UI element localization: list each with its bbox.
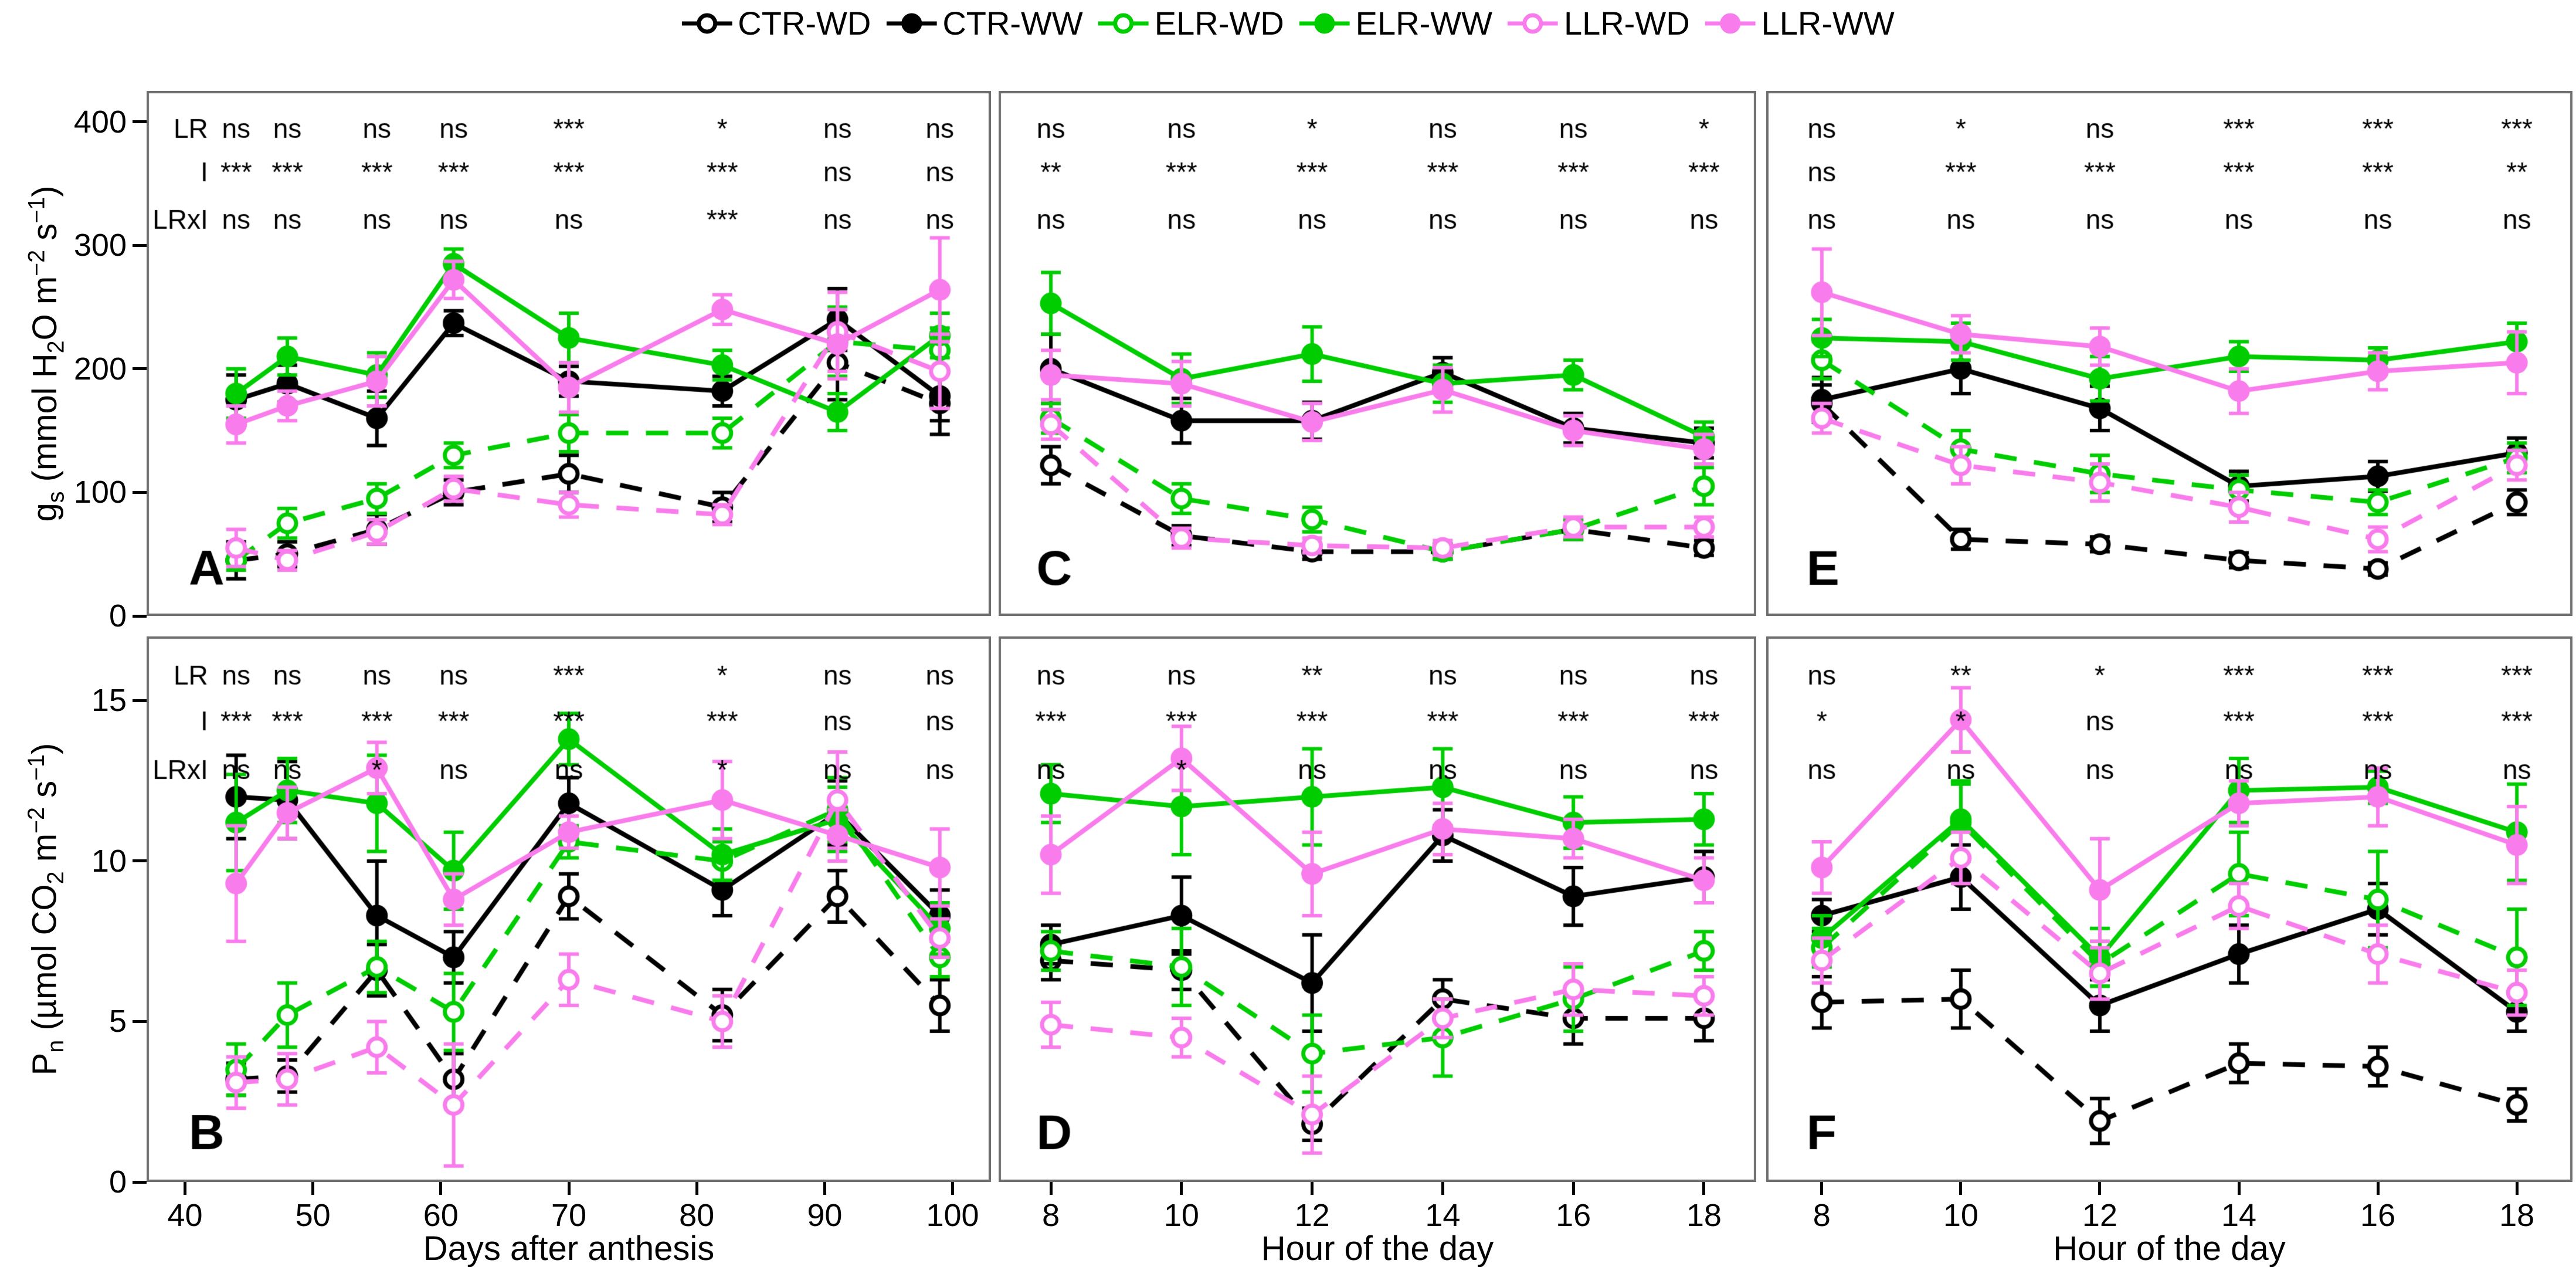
y-axis-label-pn: Pn (µmol CO2 m−2 s−1) <box>23 743 69 1076</box>
legend-item-llr-ww: LLR-WW <box>1705 7 1895 40</box>
legend-item-ctr-ww: CTR-WW <box>886 5 1083 42</box>
x-axis-tick-label: 18 <box>2499 1198 2535 1233</box>
panel-a <box>147 91 991 616</box>
panel-b <box>147 636 991 1182</box>
x-axis-tick-label: 40 <box>167 1198 203 1233</box>
x-axis-label-hour-1: Hour of the day <box>1261 1229 1494 1268</box>
y-axis-tick-label: 0 <box>108 598 127 634</box>
filled-circle-marker-icon <box>1299 13 1350 34</box>
x-axis-tick-label: 16 <box>1556 1198 1591 1233</box>
y-axis-tick-mark <box>133 699 147 702</box>
panel-b-canvas <box>147 636 991 1182</box>
y-axis-tick-label: 10 <box>91 843 127 879</box>
x-axis-tick-mark <box>951 1182 955 1195</box>
x-axis-tick-mark <box>1820 1182 1824 1195</box>
panel-d <box>999 636 1756 1182</box>
legend-label: ELR-WD <box>1154 5 1284 42</box>
filled-circle-marker-icon <box>886 13 937 34</box>
x-axis-tick-label: 8 <box>1042 1198 1060 1233</box>
x-axis-tick-label: 10 <box>1163 1198 1199 1233</box>
y-axis-tick-label: 5 <box>108 1004 127 1039</box>
filled-circle-marker-icon <box>1705 13 1756 34</box>
chart-legend: CTR-WD CTR-WW ELR-WD ELR-WW LLR-WD LLR-WW <box>681 5 1895 42</box>
y-axis-tick-mark <box>133 367 147 371</box>
y-axis-tick-label: 300 <box>73 228 127 263</box>
y-axis-tick-label: 200 <box>73 351 127 387</box>
x-axis-tick-label: 14 <box>1425 1198 1461 1233</box>
open-circle-marker-icon <box>1507 13 1558 34</box>
x-axis-tick-label: 100 <box>926 1198 979 1233</box>
x-axis-tick-mark <box>2237 1182 2241 1195</box>
x-axis-tick-label: 16 <box>2360 1198 2396 1233</box>
x-axis-tick-label: 14 <box>2221 1198 2257 1233</box>
x-axis-tick-mark <box>311 1182 315 1195</box>
y-axis-tick-label: 400 <box>73 104 127 140</box>
panel-e-canvas <box>1766 91 2572 616</box>
y-axis-tick-label: 15 <box>91 683 127 719</box>
panel-f-canvas <box>1766 636 2572 1182</box>
open-circle-marker-icon <box>681 13 732 34</box>
x-axis-tick-mark <box>2515 1182 2519 1195</box>
panel-a-canvas <box>147 91 991 616</box>
x-axis-tick-label: 80 <box>679 1198 715 1233</box>
open-circle-marker-icon <box>1098 13 1149 34</box>
x-axis-label-hour-2: Hour of the day <box>2053 1229 2286 1268</box>
x-axis-tick-mark <box>1959 1182 1963 1195</box>
panel-c-canvas <box>999 91 1756 616</box>
legend-label: LLR-WD <box>1563 5 1690 42</box>
x-axis-tick-mark <box>2376 1182 2380 1195</box>
x-axis-tick-mark <box>439 1182 443 1195</box>
x-axis-tick-mark <box>1049 1182 1053 1195</box>
y-axis-tick-mark <box>133 614 147 618</box>
panel-c <box>999 91 1756 616</box>
x-axis-tick-label: 8 <box>1813 1198 1831 1233</box>
x-axis-tick-label: 12 <box>1294 1198 1330 1233</box>
x-axis-tick-mark <box>567 1182 571 1195</box>
panel-e <box>1766 91 2572 616</box>
y-axis-tick-label: 100 <box>73 475 127 510</box>
y-axis-tick-mark <box>133 490 147 494</box>
legend-label: LLR-WW <box>1761 5 1895 42</box>
x-axis-tick-mark <box>183 1182 186 1195</box>
x-axis-tick-label: 90 <box>807 1198 843 1233</box>
x-axis-tick-label: 18 <box>1686 1198 1722 1233</box>
panel-f <box>1766 636 2572 1182</box>
panel-d-canvas <box>999 636 1756 1182</box>
y-axis-tick-mark <box>133 1019 147 1023</box>
legend-label: CTR-WD <box>738 5 871 42</box>
y-axis-tick-mark <box>133 1180 147 1184</box>
x-axis-tick-label: 10 <box>1943 1198 1978 1233</box>
x-axis-tick-mark <box>695 1182 698 1195</box>
x-axis-tick-mark <box>1180 1182 1183 1195</box>
x-axis-label-days: Days after anthesis <box>423 1229 715 1268</box>
legend-item-elr-wd: ELR-WD <box>1098 7 1284 40</box>
x-axis-tick-label: 60 <box>423 1198 459 1233</box>
x-axis-tick-mark <box>1702 1182 1706 1195</box>
y-axis-tick-mark <box>133 859 147 863</box>
legend-item-elr-ww: ELR-WW <box>1299 7 1492 40</box>
x-axis-tick-label: 12 <box>2082 1198 2117 1233</box>
y-axis-tick-label: 0 <box>108 1164 127 1200</box>
legend-label: ELR-WW <box>1355 5 1492 42</box>
x-axis-tick-mark <box>1311 1182 1314 1195</box>
legend-item-llr-wd: LLR-WD <box>1507 5 1690 42</box>
legend-label: CTR-WW <box>942 5 1083 42</box>
x-axis-tick-label: 50 <box>295 1198 331 1233</box>
legend-item-ctr-wd: CTR-WD <box>681 7 871 40</box>
x-axis-tick-label: 70 <box>551 1198 587 1233</box>
y-axis-tick-mark <box>133 120 147 124</box>
x-axis-tick-mark <box>1441 1182 1444 1195</box>
x-axis-tick-mark <box>2098 1182 2102 1195</box>
y-axis-tick-mark <box>133 243 147 247</box>
x-axis-tick-mark <box>1572 1182 1575 1195</box>
x-axis-tick-mark <box>823 1182 826 1195</box>
